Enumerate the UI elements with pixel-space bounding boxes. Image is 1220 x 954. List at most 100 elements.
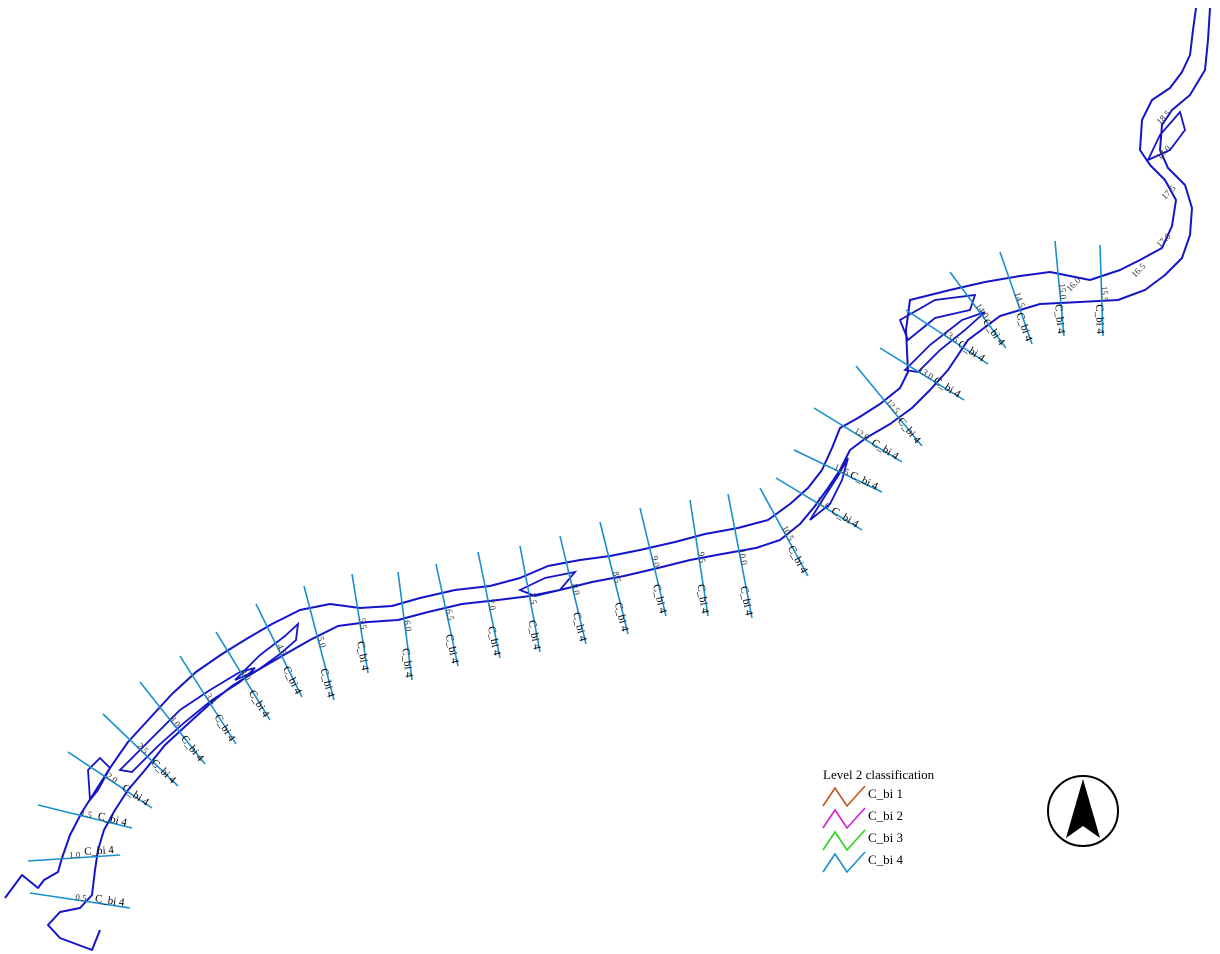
cross-section-line <box>689 499 709 617</box>
cross-section-km-label: 0.5 <box>75 892 88 904</box>
cross-section-line <box>27 854 121 862</box>
cross-section-km-label: 7.5 <box>527 592 539 605</box>
cross-section-class-label: C_bi 4 <box>399 647 415 678</box>
cross-section-class-label: C_bi 4 <box>485 625 503 657</box>
cross-section-line <box>351 573 369 674</box>
cross-section-km-label: 8.0 <box>570 583 582 597</box>
cross-section-km-label: 1.0 <box>69 850 81 861</box>
cross-section-line <box>37 804 133 829</box>
cross-section-class-label: C_bi 4 <box>612 601 631 633</box>
cross-section-km-label: 2.5 <box>135 741 150 756</box>
cross-section-line <box>102 713 179 787</box>
legend-items: C_bi 1 C_bi 2 C_bi 3 C_bi 4 <box>822 785 904 874</box>
cross-section-class-label: C_bi 4 <box>570 611 589 643</box>
river-island <box>898 293 977 342</box>
cross-section-km-label: 14.5 <box>1013 291 1028 310</box>
legend-swatch-icon <box>822 829 866 852</box>
cross-section-line <box>255 603 303 698</box>
cross-section-line <box>879 347 965 401</box>
cross-section-class-label: C_bi 4 <box>829 505 861 531</box>
river-left-bank <box>4 7 1197 899</box>
cross-section-class-label: C_bi 4 <box>785 544 810 576</box>
cross-section-class-label: C_bi 4 <box>694 583 710 615</box>
legend-item-label: C_bi 4 <box>868 852 904 867</box>
cross-section-line <box>793 449 883 493</box>
legend-item-label: C_bi 1 <box>868 786 903 801</box>
cross-section-class-label: C_bi 4 <box>980 317 1008 348</box>
cross-section-line <box>435 563 459 667</box>
river-island <box>903 311 986 373</box>
cross-section-line <box>949 271 1007 349</box>
cross-section-line <box>179 655 237 745</box>
legend-swatch-icon <box>822 851 866 874</box>
cross-section-line <box>759 487 809 577</box>
cross-section-km-label: 8.5 <box>611 570 624 584</box>
cross-section-km-label: 6.0 <box>402 620 413 633</box>
cross-section-km-label: 10.5 <box>780 524 797 543</box>
legend-swatch-icon <box>822 785 866 808</box>
cross-section-km-label: 5.5 <box>357 617 369 630</box>
cross-section-class-label: C_bi 4 <box>354 640 371 672</box>
river-island <box>87 756 112 803</box>
cross-section-line <box>519 545 541 653</box>
cross-section-line <box>29 892 131 909</box>
cross-section-line <box>639 507 667 617</box>
river-right-bank <box>47 7 1211 951</box>
cross-section-km-label: 5.0 <box>316 635 329 649</box>
cross-section-line <box>999 251 1033 345</box>
cross-section-class-label: C_bi 4 <box>212 712 238 744</box>
cross-section-line <box>1054 240 1065 337</box>
river-island <box>517 570 578 597</box>
cross-section-line <box>477 551 501 659</box>
river-island <box>1146 110 1186 162</box>
cross-section-line <box>813 407 903 463</box>
cross-section-class-label: C_bi 4 <box>94 893 126 909</box>
legend-item-label: C_bi 2 <box>868 808 903 823</box>
cross-section-class-label: C_bi 4 <box>1052 304 1067 335</box>
cross-section-class-label: C_bi 4 <box>246 688 272 720</box>
cross-section-line <box>215 631 271 721</box>
legend: Level 2 classification C_bi 1C_bi 2C_bi … <box>822 767 935 874</box>
legend-item-label: C_bi 3 <box>868 830 903 845</box>
cross-section-class-label: C_bi 4 <box>84 844 115 858</box>
cross-section-line <box>397 571 413 681</box>
cross-section-class-label: C_bi 4 <box>848 469 880 493</box>
cross-section-km-label: 1.5 <box>80 808 94 821</box>
cross-section-line <box>855 365 923 447</box>
river-island <box>809 457 849 521</box>
legend-swatch-icon <box>822 807 866 830</box>
upstream-km-label: 17.0 <box>1154 231 1173 250</box>
cross-section-line <box>905 309 989 365</box>
cross-section-line <box>1099 244 1104 337</box>
cross-section-class-label: C_bi 4 <box>931 375 963 401</box>
upstream-km-label: 18.0 <box>1154 143 1173 162</box>
cross-section-line <box>727 493 753 619</box>
cross-section-km-label: 10.0 <box>737 548 750 566</box>
cross-section-line <box>775 477 863 531</box>
north-arrow-icon <box>1047 775 1119 847</box>
cross-section-class-label: C_bi 4 <box>869 437 901 463</box>
cross-section-km-label: 6.5 <box>444 608 456 622</box>
cross-section-line <box>139 681 206 765</box>
cross-section-class-label: C_bi 4 <box>650 583 669 615</box>
legend-title: Level 2 classification <box>823 767 935 782</box>
river-island <box>234 621 300 681</box>
cross-section-class-label: C_bi 4 <box>280 664 304 696</box>
cross-section-km-label: 4.5 <box>275 642 289 657</box>
cross-section-line <box>67 751 153 809</box>
cross-section-class-label: C_bi 4 <box>1093 304 1106 335</box>
cross-section-km-label: 9.5 <box>696 551 708 564</box>
river-channel <box>4 7 1211 951</box>
cross-section-class-label: C_bi 4 <box>1013 311 1034 343</box>
cross-section-line <box>599 521 629 635</box>
cross-section-km-label: 15.5 <box>1099 286 1110 303</box>
cross-sections: 0.5 C_bi 41.0 C_bi 41.5 C_bi 42.0C_bi 42.5C… <box>27 240 1110 909</box>
cross-section-class-label: C_bi 4 <box>737 585 755 617</box>
cross-section-km-label: 7.0 <box>486 598 498 612</box>
cross-section-line <box>559 535 587 645</box>
cross-section-class-label: C_bi 4 <box>318 667 337 699</box>
cross-section-km-label: 9.0 <box>650 555 662 569</box>
cross-section-class-label: C_bi 4 <box>96 810 128 829</box>
cross-section-line <box>303 585 335 701</box>
